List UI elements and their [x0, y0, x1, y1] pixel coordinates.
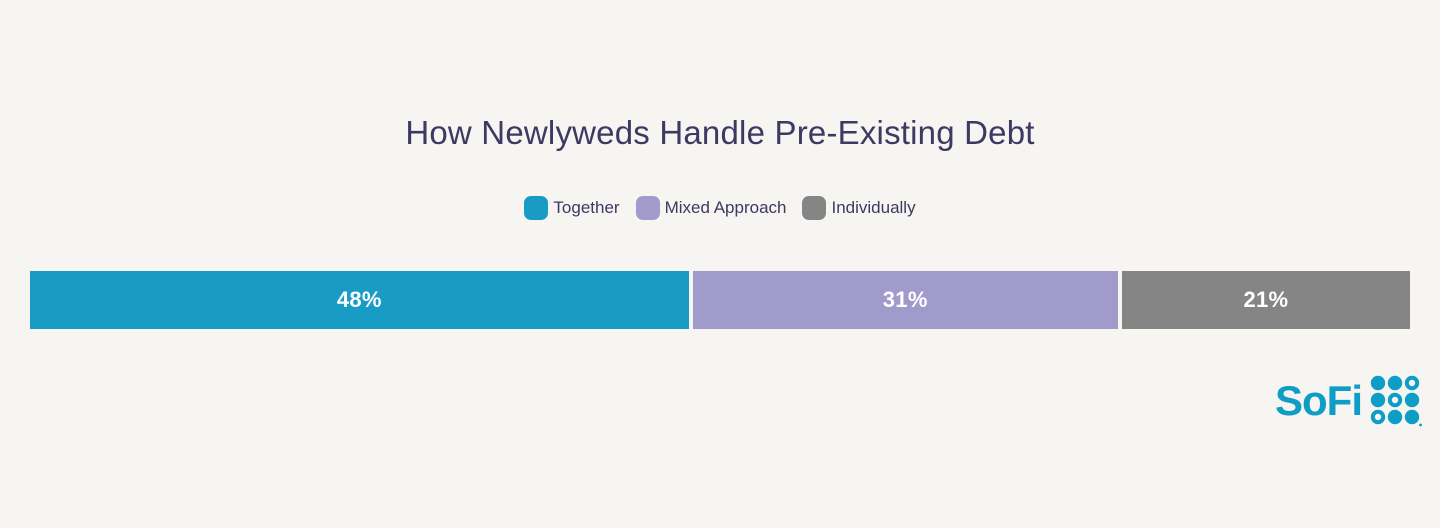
legend-item-individually: Individually — [802, 196, 916, 220]
bar-segment-mixed-approach: 31% — [692, 271, 1118, 329]
sofi-logo: SoFi — [1275, 375, 1422, 427]
legend-swatch-mixed-approach — [635, 196, 660, 220]
logo-row: SoFi — [0, 375, 1440, 427]
legend-label-together: Together — [553, 198, 620, 217]
bar-value-together: 48% — [336, 287, 382, 312]
legend-label-mixed-approach: Mixed Approach — [664, 198, 787, 217]
legend-label-individually: Individually — [831, 198, 916, 217]
legend-item-together: Together — [524, 196, 620, 220]
bar-segment-together: 48% — [30, 271, 689, 329]
sofi-logo-dots-icon — [1370, 375, 1422, 427]
sofi-logo-text: SoFi — [1275, 377, 1363, 424]
chart-legend: Together Mixed Approach Individually — [0, 196, 1440, 220]
bar-segment-individually: 21% — [1121, 271, 1410, 329]
chart-title: How Newlyweds Handle Pre-Existing Debt — [405, 114, 1035, 151]
bar-value-individually: 21% — [1243, 287, 1289, 312]
legend-swatch-together — [524, 196, 549, 220]
legend-item-mixed-approach: Mixed Approach — [635, 196, 787, 220]
bar-value-mixed-approach: 31% — [882, 287, 928, 312]
stacked-bar: 48% 31% 21% — [30, 271, 1410, 329]
legend-swatch-individually — [802, 196, 827, 220]
